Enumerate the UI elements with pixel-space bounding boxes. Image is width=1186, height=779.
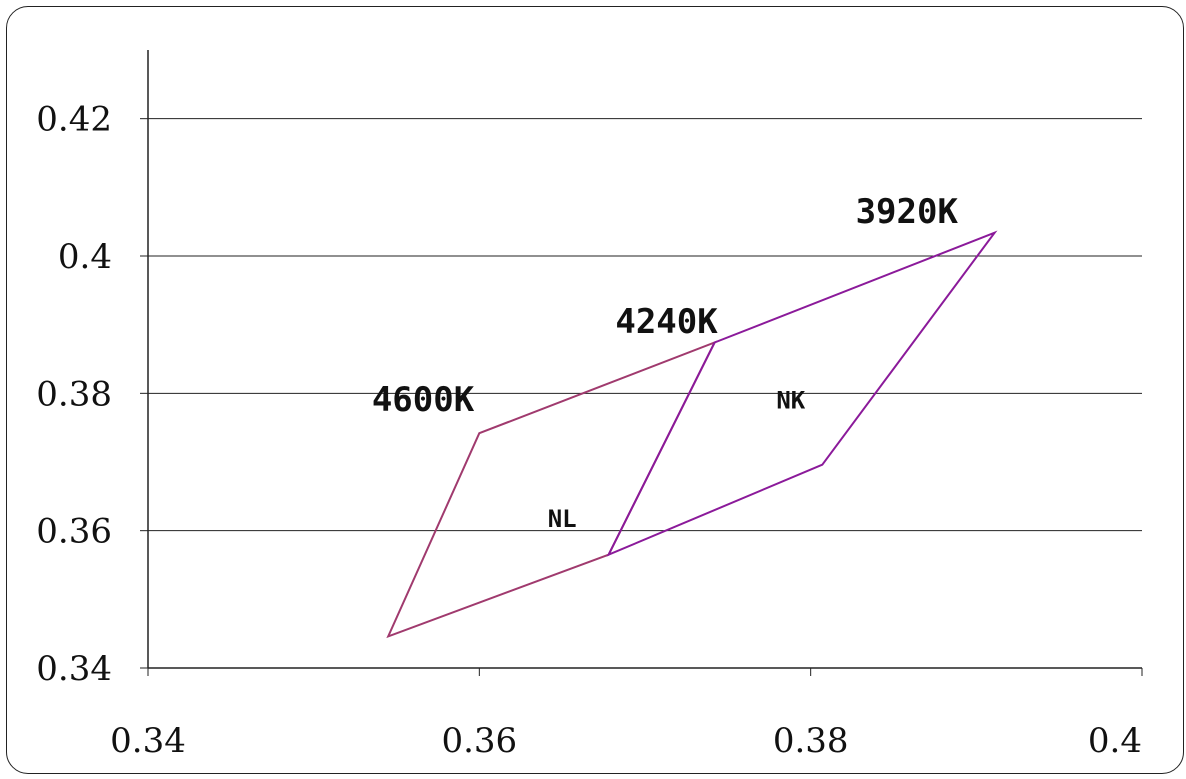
annotation-4600k: 4600K xyxy=(372,380,475,420)
y-tick-label: 0.4 xyxy=(58,237,112,277)
annotation-nl: NL xyxy=(548,505,577,533)
annotation-3920k: 3920K xyxy=(856,192,959,232)
y-tick-label: 0.34 xyxy=(36,649,112,689)
y-tick-label: 0.38 xyxy=(36,374,112,414)
chart-frame xyxy=(6,6,1184,774)
y-tick-label: 0.36 xyxy=(36,512,112,552)
x-tick-label: 0.4 xyxy=(1088,721,1142,761)
annotation-nk: NK xyxy=(776,386,805,414)
series-nk-outline xyxy=(606,230,998,557)
x-tick-label: 0.36 xyxy=(441,721,517,761)
y-tick-label: 0.42 xyxy=(36,100,112,140)
x-tick-label: 0.38 xyxy=(773,721,849,761)
annotation-4240k: 4240K xyxy=(615,302,718,342)
x-tick-label: 0.34 xyxy=(110,721,186,761)
